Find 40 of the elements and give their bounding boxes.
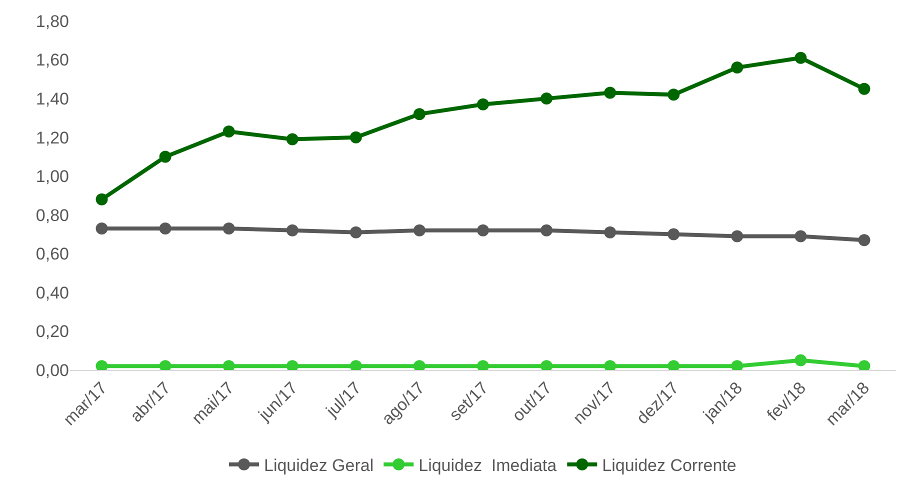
point xyxy=(604,86,616,99)
point xyxy=(540,92,553,105)
point xyxy=(159,150,172,163)
point xyxy=(222,222,235,234)
legend-label: Liquidez Imediata xyxy=(418,456,558,475)
point xyxy=(286,133,298,146)
y-tick-label: 1,60 xyxy=(36,50,69,70)
point xyxy=(794,230,807,242)
y-tick-label: 1,20 xyxy=(36,128,69,148)
point xyxy=(604,226,616,238)
point xyxy=(668,88,680,101)
point xyxy=(477,224,489,236)
point xyxy=(731,230,744,242)
point xyxy=(159,222,172,234)
y-tick-label: 1,00 xyxy=(36,167,69,186)
legend-label: Liquidez Corrente xyxy=(602,456,736,475)
point xyxy=(794,354,807,366)
y-tick-label: 1,80 xyxy=(36,12,69,31)
y-tick-label: 0,80 xyxy=(36,206,69,225)
point xyxy=(540,224,553,236)
point xyxy=(794,52,807,64)
point xyxy=(286,224,298,236)
point xyxy=(858,234,870,246)
point xyxy=(350,226,362,238)
y-tick-label: 0,60 xyxy=(36,244,69,264)
y-tick-label: 1,40 xyxy=(36,90,69,109)
point xyxy=(413,108,426,120)
y-tick-label: 0,20 xyxy=(36,322,69,342)
point xyxy=(858,82,870,95)
point xyxy=(96,222,108,234)
point xyxy=(96,193,108,206)
point xyxy=(350,131,362,144)
legend-label: Liquidez Geral xyxy=(264,456,374,475)
y-tick-label: 0,40 xyxy=(36,283,69,302)
point xyxy=(668,228,680,240)
point xyxy=(477,98,489,110)
point xyxy=(731,62,744,74)
point xyxy=(413,224,426,236)
y-tick-label: 0,00 xyxy=(36,360,69,380)
point xyxy=(222,126,235,138)
